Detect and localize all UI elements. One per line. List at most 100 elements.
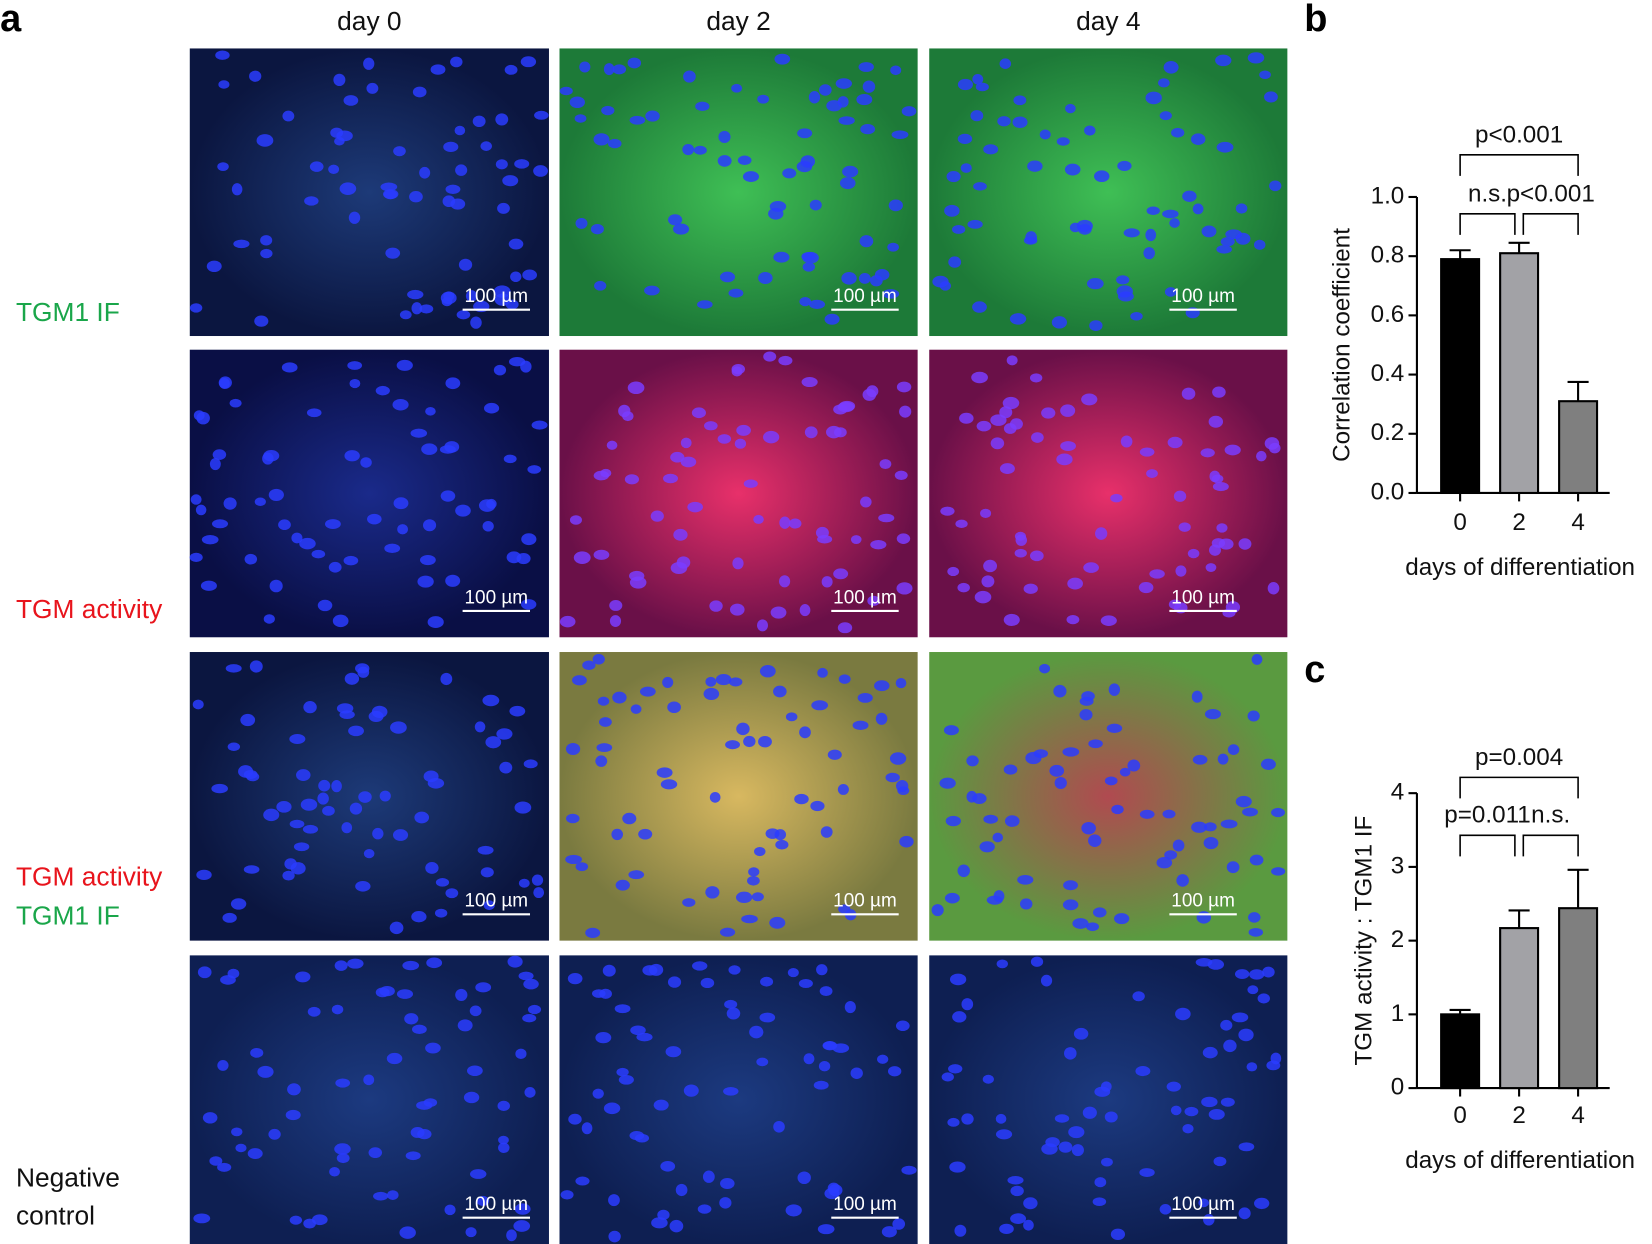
nucleus bbox=[572, 675, 587, 686]
nucleus bbox=[1029, 373, 1043, 383]
nucleus bbox=[720, 1177, 735, 1190]
nucleus bbox=[1220, 1097, 1235, 1107]
nucleus bbox=[596, 743, 613, 753]
nucleus bbox=[1145, 228, 1157, 242]
nucleus bbox=[410, 428, 428, 438]
nucleus bbox=[371, 705, 388, 719]
nucleus bbox=[1094, 170, 1110, 183]
nucleus bbox=[450, 198, 466, 210]
nucleus bbox=[1139, 1168, 1155, 1177]
nucleus bbox=[1156, 857, 1173, 869]
micrograph bbox=[929, 349, 1288, 638]
nucleus bbox=[445, 888, 459, 899]
nucleus bbox=[417, 1129, 432, 1140]
nucleus bbox=[1033, 749, 1048, 759]
nucleus bbox=[1203, 1214, 1215, 1226]
nucleus bbox=[1259, 70, 1271, 80]
nucleus bbox=[999, 1223, 1014, 1235]
nucleus bbox=[1196, 911, 1212, 924]
nucleus bbox=[450, 56, 463, 68]
nucleus bbox=[850, 535, 862, 545]
nucleus bbox=[1086, 922, 1099, 932]
nucleus bbox=[254, 497, 266, 506]
nucleus bbox=[566, 813, 580, 824]
nucleus bbox=[579, 61, 591, 73]
nucleus bbox=[735, 891, 753, 904]
nucleus bbox=[1108, 683, 1121, 696]
nucleus bbox=[565, 854, 582, 865]
significance-label: n.s. bbox=[1468, 180, 1507, 207]
nucleus bbox=[435, 878, 450, 887]
nucleus bbox=[1017, 875, 1034, 885]
nucleus bbox=[895, 779, 909, 792]
nucleus bbox=[520, 599, 537, 610]
nucleus bbox=[852, 720, 869, 730]
nucleus bbox=[820, 826, 833, 838]
nucleus bbox=[1203, 836, 1219, 850]
nucleus bbox=[368, 1147, 383, 1159]
nucleus bbox=[1264, 437, 1280, 450]
significance-bracket bbox=[1459, 834, 1516, 857]
nucleus bbox=[1158, 78, 1170, 88]
nucleus bbox=[1192, 754, 1208, 765]
nucleus bbox=[602, 964, 616, 977]
nucleus bbox=[1249, 969, 1265, 980]
nucleus bbox=[343, 95, 359, 106]
nucleus bbox=[976, 420, 992, 432]
panel-label: b bbox=[1304, 0, 1327, 40]
nucleus bbox=[247, 1148, 263, 1159]
nucleus bbox=[717, 434, 732, 444]
nucleus bbox=[800, 155, 816, 168]
nucleus bbox=[609, 599, 623, 611]
nucleus bbox=[510, 271, 522, 283]
nucleus bbox=[995, 1113, 1007, 1124]
nucleus bbox=[817, 1224, 835, 1235]
nucleus bbox=[1191, 690, 1203, 703]
nucleus bbox=[1235, 795, 1252, 808]
nucleus bbox=[881, 1226, 897, 1238]
nucleus bbox=[808, 91, 821, 104]
panel-label: a bbox=[0, 0, 22, 40]
nucleus bbox=[411, 1024, 427, 1034]
micrograph bbox=[559, 955, 918, 1244]
nucleus bbox=[1082, 1106, 1097, 1119]
nucleus bbox=[1182, 1124, 1194, 1134]
nucleus bbox=[972, 793, 987, 804]
nucleus bbox=[719, 271, 736, 283]
nucleus bbox=[390, 721, 407, 734]
nucleus bbox=[901, 106, 917, 117]
nucleus bbox=[497, 202, 510, 214]
nucleus bbox=[736, 722, 750, 736]
nucleus bbox=[445, 184, 461, 195]
nucleus bbox=[624, 474, 640, 485]
nucleus bbox=[1176, 874, 1189, 887]
nucleus bbox=[983, 814, 999, 824]
scale-bar-label: 100 µm bbox=[1171, 1194, 1235, 1215]
nucleus bbox=[612, 64, 627, 75]
nucleus bbox=[859, 235, 874, 248]
nucleus bbox=[300, 798, 318, 811]
nucleus bbox=[1248, 912, 1261, 923]
nucleus bbox=[1159, 111, 1172, 121]
significance-label: p=0.011 bbox=[1444, 802, 1530, 829]
nucleus bbox=[1257, 993, 1270, 1004]
nucleus bbox=[1002, 396, 1020, 410]
nucleus bbox=[440, 291, 457, 305]
nucleus bbox=[227, 968, 240, 979]
significance-label: p<0.001 bbox=[1475, 121, 1563, 148]
nucleus bbox=[483, 900, 495, 911]
nucleus bbox=[233, 239, 250, 249]
nucleus bbox=[629, 570, 645, 581]
nucleus bbox=[193, 1213, 211, 1224]
nucleus bbox=[668, 214, 683, 226]
nucleus bbox=[949, 1161, 966, 1173]
x-tick-label: 0 bbox=[1453, 509, 1466, 536]
nucleus bbox=[1264, 91, 1278, 103]
nucleus bbox=[285, 1109, 301, 1121]
nucleus bbox=[705, 676, 717, 687]
nucleus bbox=[670, 451, 685, 463]
nucleus bbox=[349, 802, 363, 815]
nucleus bbox=[1065, 103, 1076, 114]
nucleus bbox=[1094, 1086, 1111, 1097]
nucleus bbox=[999, 463, 1015, 474]
